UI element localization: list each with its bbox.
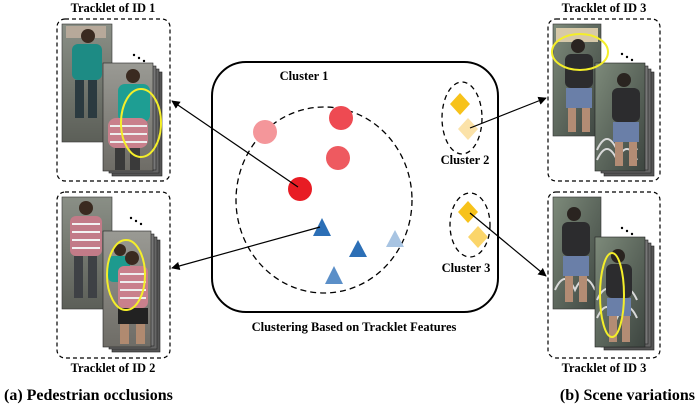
person-image: [552, 196, 602, 310]
cluster-2-label: Cluster 2: [441, 153, 490, 167]
tracklet-title-id1: Tracklet of ID 1: [71, 1, 156, 15]
clustering-panel: Clustering Based on Tracklet Features Cl…: [211, 61, 499, 334]
highlight-ellipse: [106, 239, 146, 311]
ellipsis-dots: [620, 226, 634, 236]
tracklet-title-id3-bottom: Tracklet of ID 3: [562, 361, 647, 375]
circle-feature: [288, 177, 312, 201]
ellipsis-dots: [129, 216, 143, 226]
triangle-feature: [325, 266, 343, 284]
highlight-ellipse: [551, 33, 609, 71]
diamond-feature: [450, 93, 470, 115]
triangle-feature: [386, 230, 404, 247]
caption-pedestrian-occlusions: (a) Pedestrian occlusions: [4, 387, 173, 404]
caption-scene-variations: (b) Scene variations: [560, 387, 695, 404]
diamond-feature: [458, 201, 478, 223]
tracklet-title-id2: Tracklet of ID 2: [71, 361, 156, 375]
arrow: [171, 226, 321, 271]
circle-feature: [253, 120, 277, 144]
tracklet-box-id3-bottom: Tracklet of ID 3: [547, 191, 661, 375]
cluster-3-label: Cluster 3: [442, 261, 491, 275]
cluster-3-ellipse: [449, 192, 491, 258]
arrow: [469, 212, 547, 277]
clustering-caption: Clustering Based on Tracklet Features: [252, 320, 457, 334]
highlight-ellipse: [599, 252, 625, 338]
triangle-feature: [349, 240, 367, 257]
tracklet-box-id2: Tracklet of ID 2: [56, 191, 171, 375]
tracklet-box-id3-top: Tracklet of ID 3: [547, 1, 661, 182]
cluster-2-ellipse: [441, 81, 483, 155]
person-image-stack: [102, 62, 163, 177]
triangle-feature: [313, 218, 331, 236]
diamond-feature: [468, 226, 488, 248]
person-image-stack: [102, 230, 161, 353]
tracklet-box-id1: Tracklet of ID 1: [56, 1, 171, 182]
tracklet-title-id3-top: Tracklet of ID 3: [562, 1, 647, 15]
circle-feature: [326, 146, 350, 170]
arrow: [469, 96, 547, 129]
cluster-1-label: Cluster 1: [280, 69, 329, 83]
ellipsis-dots: [620, 52, 634, 62]
person-image-stack: [594, 62, 655, 177]
cluster-1-ellipse: [235, 106, 413, 294]
highlight-ellipse: [120, 88, 162, 158]
person-image: [552, 23, 602, 137]
ellipsis-dots: [132, 53, 146, 63]
diamond-feature: [458, 118, 478, 140]
circle-feature: [329, 106, 353, 130]
arrow: [171, 100, 299, 188]
